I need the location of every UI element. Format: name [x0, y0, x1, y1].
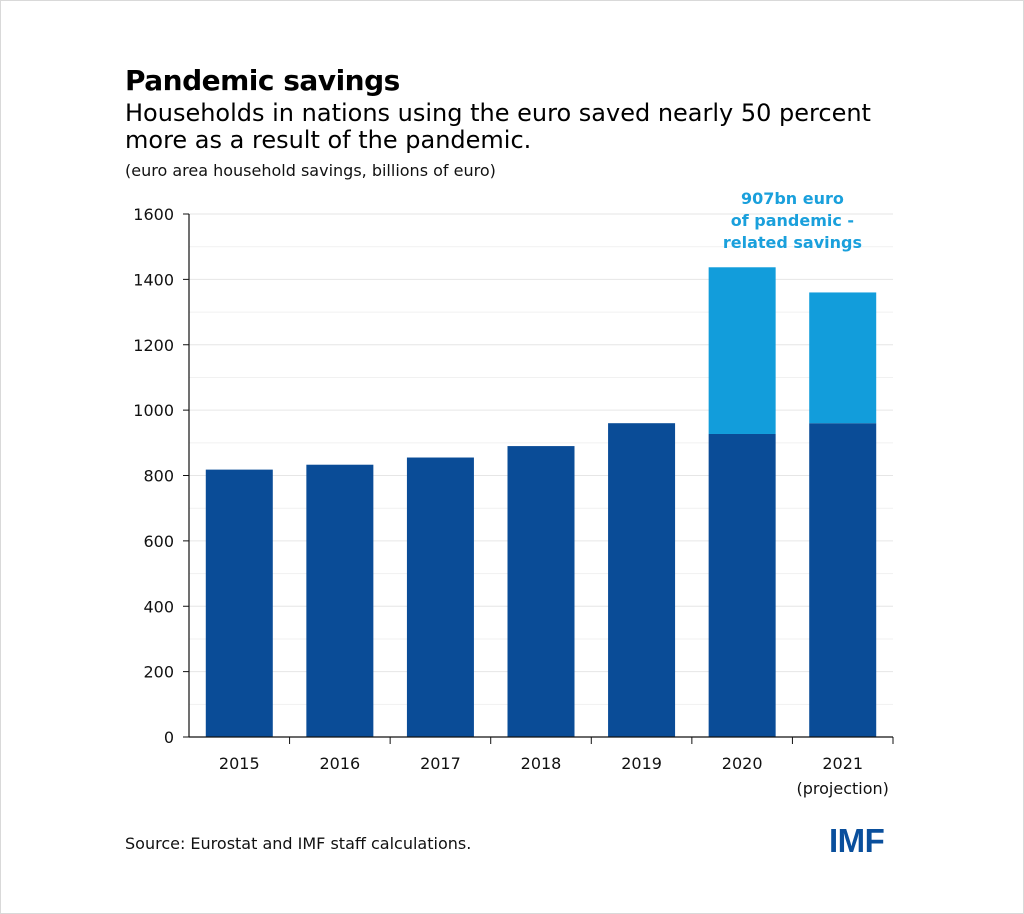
- bar-base-savings: [406, 457, 474, 737]
- y-tick-label: 1200: [133, 336, 174, 355]
- bar-base-savings: [306, 464, 374, 737]
- x-tick-label: 2015: [219, 754, 260, 773]
- annotation-line: of pandemic -: [731, 211, 854, 230]
- y-tick-label: 1600: [133, 205, 174, 224]
- x-tick-label: 2019: [621, 754, 662, 773]
- x-tick-label: 2017: [420, 754, 461, 773]
- bar-base-savings: [205, 469, 273, 737]
- y-tick-label: 200: [143, 663, 174, 682]
- bar-base-savings: [809, 423, 877, 737]
- y-axis-units: (euro area household savings, billions o…: [125, 161, 496, 180]
- y-tick-label: 600: [143, 532, 174, 551]
- bar-base-savings: [507, 446, 575, 737]
- source-note: Source: Eurostat and IMF staff calculati…: [125, 834, 472, 853]
- x-tick-label: 2021: [822, 754, 863, 773]
- bar-pandemic-savings: [708, 267, 776, 434]
- y-tick-label: 1400: [133, 270, 174, 289]
- x-tick-label: 2020: [722, 754, 763, 773]
- y-tick-label: 800: [143, 467, 174, 486]
- imf-logo: IMF: [829, 822, 885, 859]
- annotation-line: related savings: [723, 233, 862, 252]
- x-tick-label: 2018: [521, 754, 562, 773]
- y-tick-label: 400: [143, 597, 174, 616]
- y-tick-label: 0: [164, 728, 174, 747]
- annotation-line: 907bn euro: [741, 189, 844, 208]
- y-tick-label: 1000: [133, 401, 174, 420]
- x-tick-label: 2016: [319, 754, 360, 773]
- chart-title: Pandemic savings: [125, 64, 400, 97]
- x-tick-sublabel: (projection): [797, 779, 889, 798]
- bar-base-savings: [708, 433, 776, 737]
- bar-base-savings: [608, 423, 676, 737]
- bar-pandemic-savings: [809, 292, 877, 424]
- chart-subtitle: Households in nations using the euro sav…: [125, 99, 871, 154]
